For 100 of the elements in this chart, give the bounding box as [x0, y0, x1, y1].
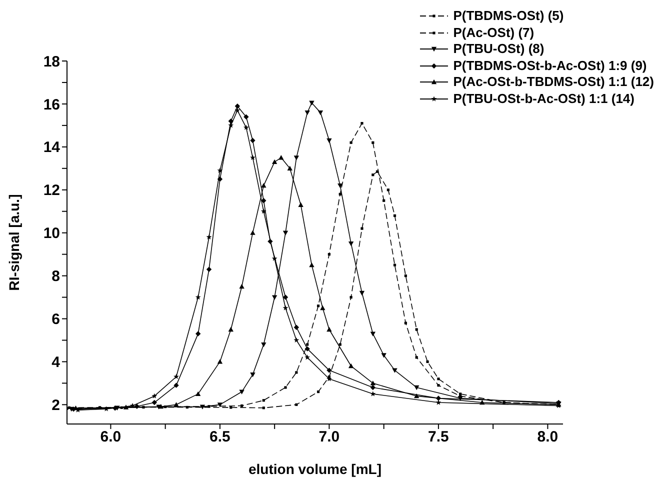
point	[414, 393, 420, 398]
point	[262, 406, 265, 410]
y-tick-label: 14	[43, 139, 61, 156]
point	[130, 402, 136, 408]
legend-label: P(TBU-OSt-b-Ac-OSt) 1:1 (14)	[453, 90, 634, 107]
point	[174, 374, 179, 380]
point	[206, 234, 212, 240]
legend-label: P(Ac-OSt-b-TBDMS-OSt) 1:1 (12)	[453, 74, 654, 90]
point	[404, 322, 407, 324]
point	[217, 168, 223, 173]
x-tick-label: 6.0	[100, 428, 122, 446]
point	[437, 384, 440, 387]
point	[294, 337, 300, 343]
point	[260, 208, 266, 214]
point	[316, 390, 320, 394]
x-tick-label: 6.5	[210, 428, 230, 446]
point	[458, 396, 463, 401]
point	[261, 182, 266, 188]
y-tick-label: 2	[52, 396, 60, 414]
point	[309, 100, 314, 106]
point	[230, 406, 232, 409]
point	[393, 264, 396, 266]
point	[338, 343, 342, 346]
point	[239, 284, 244, 289]
point	[142, 406, 145, 409]
point	[393, 214, 396, 217]
point	[338, 184, 343, 188]
point	[304, 110, 310, 116]
point	[217, 176, 223, 182]
point	[328, 253, 331, 256]
point	[234, 104, 240, 109]
point	[306, 343, 309, 346]
point	[261, 342, 266, 348]
y-tick-label: 6	[52, 311, 60, 328]
y-tick-label: 12	[43, 182, 60, 200]
point	[372, 141, 374, 144]
point	[370, 332, 376, 336]
point	[158, 404, 164, 409]
point	[359, 290, 365, 296]
point	[326, 368, 332, 373]
point	[360, 122, 364, 125]
point	[200, 404, 206, 410]
point	[381, 353, 386, 358]
x-axis-title: elution volume [mL]	[248, 461, 382, 477]
point	[370, 391, 376, 396]
point	[282, 305, 288, 310]
point	[437, 378, 440, 380]
point	[295, 403, 298, 406]
point	[295, 371, 298, 374]
x-tick-label: 7.5	[428, 428, 449, 446]
point	[372, 174, 374, 176]
point	[338, 192, 342, 196]
point	[326, 138, 332, 144]
point	[272, 159, 278, 164]
point	[240, 404, 244, 408]
point	[309, 262, 314, 268]
point	[376, 170, 379, 173]
point	[272, 256, 278, 261]
point	[415, 328, 418, 331]
legend-label: P(TBU-OSt) (8)	[453, 41, 544, 58]
point	[244, 114, 249, 120]
point	[320, 305, 326, 310]
point	[152, 393, 158, 398]
point	[426, 360, 429, 364]
point	[350, 141, 352, 144]
point	[326, 326, 332, 332]
legend-label: P(Ac-OSt) (7)	[453, 24, 534, 41]
point	[298, 202, 304, 207]
point	[196, 331, 201, 336]
point	[304, 346, 310, 352]
point	[228, 122, 234, 128]
point	[272, 295, 278, 300]
point	[370, 384, 376, 390]
point	[239, 390, 244, 394]
point	[262, 399, 265, 402]
point	[228, 326, 234, 332]
point	[392, 368, 398, 373]
x-tick-label: 8.0	[537, 428, 558, 446]
point	[196, 391, 201, 396]
point	[382, 199, 386, 202]
point	[404, 274, 407, 278]
point	[294, 156, 300, 160]
point	[174, 382, 179, 388]
point	[282, 294, 288, 300]
point	[234, 108, 240, 113]
point	[278, 155, 284, 160]
point	[436, 400, 442, 405]
point	[134, 404, 140, 409]
point	[348, 241, 354, 246]
point	[186, 406, 188, 409]
point	[318, 110, 324, 116]
point	[250, 372, 256, 378]
point	[386, 188, 390, 192]
point	[294, 324, 300, 330]
point	[282, 230, 288, 236]
point	[287, 166, 292, 170]
point	[436, 396, 442, 401]
point	[370, 380, 376, 386]
y-tick-label: 10	[43, 225, 60, 242]
point	[217, 402, 223, 408]
